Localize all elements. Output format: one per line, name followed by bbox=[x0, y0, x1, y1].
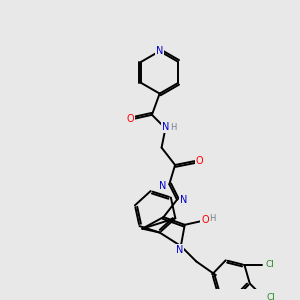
Text: O: O bbox=[201, 215, 209, 225]
Text: N: N bbox=[156, 46, 163, 56]
Text: H: H bbox=[170, 123, 176, 132]
Text: N: N bbox=[176, 245, 184, 255]
Text: Cl: Cl bbox=[267, 292, 275, 300]
Text: H: H bbox=[209, 214, 216, 223]
Text: N: N bbox=[162, 122, 169, 132]
Text: O: O bbox=[127, 114, 134, 124]
Text: N: N bbox=[180, 195, 188, 205]
Text: Cl: Cl bbox=[265, 260, 274, 269]
Text: O: O bbox=[195, 156, 203, 166]
Text: N: N bbox=[159, 181, 166, 191]
